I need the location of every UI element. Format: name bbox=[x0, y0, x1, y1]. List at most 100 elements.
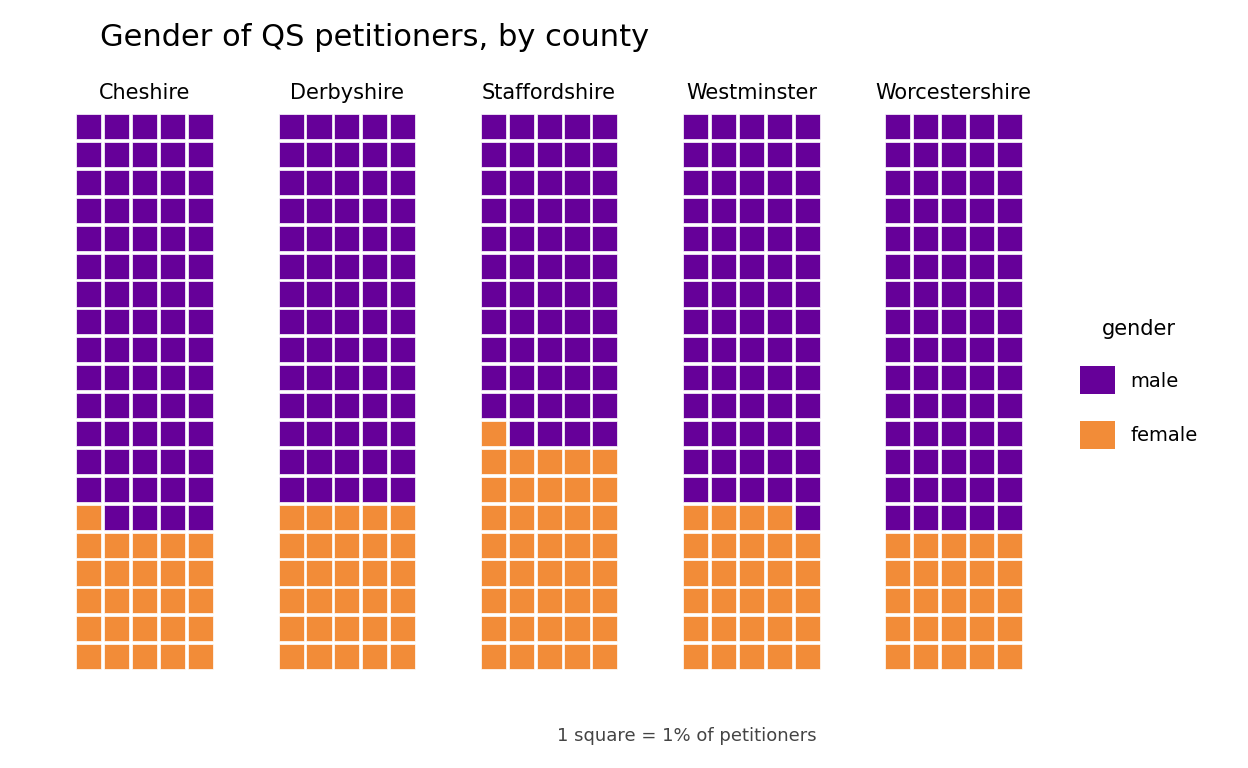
Bar bbox=[132, 393, 157, 419]
Bar bbox=[104, 561, 130, 585]
Bar bbox=[480, 532, 505, 558]
Bar bbox=[160, 505, 185, 530]
Bar bbox=[480, 282, 505, 306]
Bar bbox=[188, 505, 213, 530]
Bar bbox=[941, 170, 966, 195]
Bar bbox=[795, 282, 820, 306]
Bar bbox=[997, 616, 1022, 641]
Bar bbox=[914, 393, 938, 419]
Bar bbox=[334, 337, 359, 362]
Bar bbox=[391, 449, 416, 474]
Bar bbox=[739, 114, 764, 139]
Bar bbox=[593, 616, 618, 641]
Bar bbox=[683, 505, 708, 530]
Bar bbox=[509, 505, 534, 530]
Bar bbox=[885, 644, 910, 669]
Bar bbox=[160, 616, 185, 641]
Bar bbox=[362, 616, 387, 641]
Bar bbox=[766, 449, 791, 474]
Bar bbox=[537, 310, 562, 335]
Bar bbox=[160, 226, 185, 251]
Bar bbox=[968, 365, 995, 390]
Bar bbox=[997, 421, 1022, 446]
Bar bbox=[683, 226, 708, 251]
Bar bbox=[766, 282, 791, 306]
Bar bbox=[537, 170, 562, 195]
Bar bbox=[968, 337, 995, 362]
Bar bbox=[537, 393, 562, 419]
Bar bbox=[885, 505, 910, 530]
Bar bbox=[914, 588, 938, 614]
Bar bbox=[593, 310, 618, 335]
Bar bbox=[914, 449, 938, 474]
Bar bbox=[711, 588, 736, 614]
Bar bbox=[564, 198, 589, 223]
Bar bbox=[362, 114, 387, 139]
Bar bbox=[509, 253, 534, 279]
Bar bbox=[104, 477, 130, 502]
Bar bbox=[914, 170, 938, 195]
Bar bbox=[766, 532, 791, 558]
Bar bbox=[278, 588, 303, 614]
Bar bbox=[795, 561, 820, 585]
Bar bbox=[188, 421, 213, 446]
Bar bbox=[997, 337, 1022, 362]
Bar bbox=[307, 170, 332, 195]
Bar bbox=[711, 114, 736, 139]
Bar bbox=[509, 226, 534, 251]
Bar bbox=[104, 226, 130, 251]
Bar bbox=[334, 365, 359, 390]
Bar bbox=[278, 170, 303, 195]
Bar bbox=[564, 253, 589, 279]
Bar bbox=[188, 114, 213, 139]
Text: 1 square = 1% of petitioners: 1 square = 1% of petitioners bbox=[557, 727, 816, 745]
Bar bbox=[104, 337, 130, 362]
Bar bbox=[307, 365, 332, 390]
Bar bbox=[739, 644, 764, 669]
Bar bbox=[104, 365, 130, 390]
Bar bbox=[362, 198, 387, 223]
Bar bbox=[795, 365, 820, 390]
Bar bbox=[795, 337, 820, 362]
Bar bbox=[683, 365, 708, 390]
Bar bbox=[968, 226, 995, 251]
Bar bbox=[537, 365, 562, 390]
Bar bbox=[76, 282, 101, 306]
Bar bbox=[160, 253, 185, 279]
Bar bbox=[188, 337, 213, 362]
Bar bbox=[739, 310, 764, 335]
Bar bbox=[334, 310, 359, 335]
Bar bbox=[509, 449, 534, 474]
Bar bbox=[711, 226, 736, 251]
Bar bbox=[188, 226, 213, 251]
Bar bbox=[391, 310, 416, 335]
Bar bbox=[391, 588, 416, 614]
Bar bbox=[278, 365, 303, 390]
Bar bbox=[766, 616, 791, 641]
Bar bbox=[160, 114, 185, 139]
Bar bbox=[766, 170, 791, 195]
Bar bbox=[132, 170, 157, 195]
Bar bbox=[362, 337, 387, 362]
Bar bbox=[914, 421, 938, 446]
Bar bbox=[334, 505, 359, 530]
Bar bbox=[683, 114, 708, 139]
Bar bbox=[537, 282, 562, 306]
Bar bbox=[941, 505, 966, 530]
Bar bbox=[188, 477, 213, 502]
Bar bbox=[941, 337, 966, 362]
Bar bbox=[997, 588, 1022, 614]
Bar bbox=[914, 616, 938, 641]
Bar bbox=[132, 310, 157, 335]
Bar bbox=[537, 505, 562, 530]
Bar bbox=[711, 449, 736, 474]
Bar bbox=[480, 588, 505, 614]
Bar bbox=[362, 561, 387, 585]
Bar bbox=[997, 393, 1022, 419]
Bar bbox=[509, 142, 534, 167]
Bar bbox=[885, 616, 910, 641]
Bar bbox=[941, 253, 966, 279]
Bar bbox=[104, 616, 130, 641]
Bar bbox=[480, 449, 505, 474]
Bar bbox=[480, 616, 505, 641]
